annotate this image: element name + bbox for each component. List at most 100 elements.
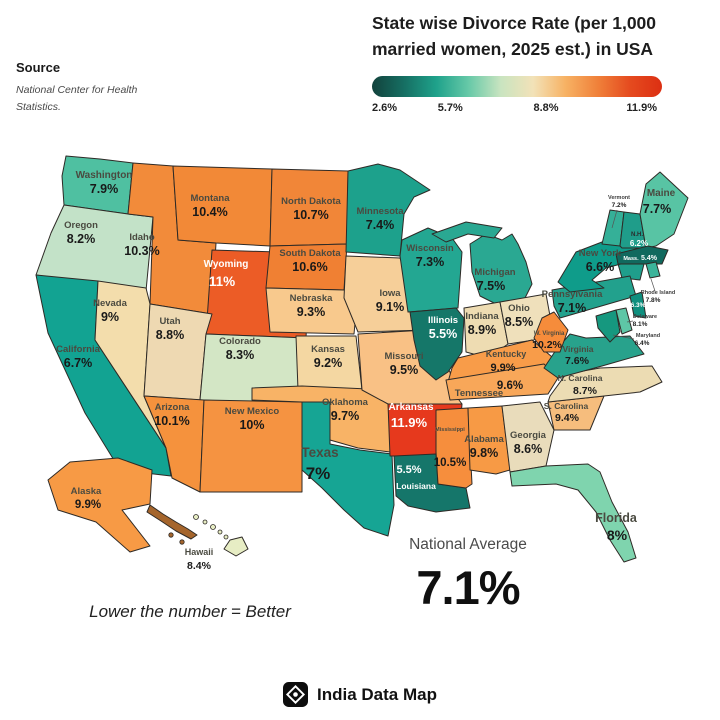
national-average-label: National Average bbox=[409, 536, 527, 553]
state-name-VA: Virginia bbox=[562, 344, 593, 354]
state-name-ID: Idaho bbox=[129, 232, 155, 243]
state-value-AL: 9.8% bbox=[470, 446, 499, 460]
state-name-AR: Arkansas bbox=[388, 402, 433, 413]
state-shape-NM bbox=[199, 399, 303, 493]
state-value-MS: 10.5% bbox=[434, 457, 467, 469]
state-value-UT: 8.8% bbox=[156, 328, 185, 342]
state-name-VT: Vermont bbox=[608, 195, 630, 201]
state-name-AZ: Arizona bbox=[155, 402, 191, 413]
brand-name: India Data Map bbox=[317, 684, 437, 704]
state-name-MI: Michigan bbox=[474, 267, 515, 278]
color-scale-ticks: 2.6% 5.7% 8.8% 11.9% bbox=[372, 102, 662, 118]
state-value-IA: 9.1% bbox=[376, 300, 405, 314]
state-name-WY: Wyoming bbox=[204, 259, 249, 270]
state-name-DE: Delaware bbox=[633, 314, 657, 320]
state-shape-MT bbox=[172, 165, 273, 247]
state-value-SC: 9.4% bbox=[555, 412, 580, 424]
state-value-MI: 7.5% bbox=[477, 279, 506, 293]
state-shape-VA bbox=[543, 333, 645, 379]
state-name-IA: Iowa bbox=[379, 288, 401, 299]
state-value-WY: 11% bbox=[209, 274, 235, 289]
state-shape-HI bbox=[210, 524, 216, 530]
label-pointer-RI bbox=[650, 278, 656, 292]
state-value-DE: 8.1% bbox=[633, 321, 648, 328]
state-value-OK: 9.7% bbox=[331, 409, 360, 423]
source-line2: Statistics. bbox=[16, 101, 61, 114]
source-text: National Center for Health Statistics. bbox=[16, 82, 137, 117]
state-name-NH: N.H. bbox=[631, 232, 643, 238]
state-name-NC: N. Carolina bbox=[558, 373, 603, 383]
state-name-WA: Washington bbox=[76, 170, 133, 181]
aleutian-islands-shape bbox=[168, 532, 174, 538]
state-value-NC: 8.7% bbox=[573, 385, 598, 397]
state-value-KS: 9.2% bbox=[314, 356, 343, 370]
state-shape-MD bbox=[595, 309, 621, 343]
state-name-NY: New York bbox=[579, 248, 622, 259]
state-value-VA: 7.6% bbox=[565, 355, 590, 367]
state-name-TX: Texas bbox=[301, 445, 338, 460]
state-name-MS: Mississippi bbox=[435, 427, 465, 433]
footnote: Lower the number = Better bbox=[89, 602, 291, 621]
state-value-CA: 6.7% bbox=[64, 356, 93, 370]
state-name-PA: Pennsylvania bbox=[542, 289, 603, 300]
national-average: National Average 7.1% bbox=[368, 536, 568, 615]
label-pointer-DE bbox=[626, 320, 634, 323]
state-value-AZ: 10.1% bbox=[154, 414, 189, 428]
state-shape-TX bbox=[301, 401, 395, 537]
source-heading: Source bbox=[16, 60, 61, 75]
state-value-NJ: 6.3% bbox=[631, 302, 646, 309]
state-shape-MI bbox=[469, 233, 533, 305]
label-pointer-VT bbox=[611, 209, 618, 229]
state-name-MO: Missouri bbox=[384, 351, 423, 362]
state-value-FL: 8% bbox=[607, 527, 628, 543]
state-value-TX: 7% bbox=[306, 464, 331, 483]
state-shape-AZ bbox=[143, 395, 205, 493]
state-value-CO: 8.3% bbox=[226, 348, 255, 362]
state-name-ND: North Dakota bbox=[281, 196, 341, 207]
state-shape-NJ bbox=[629, 291, 647, 319]
state-shape-NH bbox=[619, 211, 647, 249]
state-shape-MN bbox=[345, 163, 431, 257]
state-name-SD: South Dakota bbox=[279, 248, 341, 259]
page-title: State wise Divorce Rate (per 1,000 marri… bbox=[372, 10, 672, 62]
state-name-OR: Oregon bbox=[64, 220, 98, 231]
state-name-CO: Colorado bbox=[219, 336, 261, 347]
state-value-MO: 9.5% bbox=[390, 363, 419, 377]
state-value-PA: 7.1% bbox=[558, 301, 587, 315]
title-line1: State wise Divorce Rate (per 1,000 bbox=[372, 13, 657, 33]
state-shape-MI bbox=[431, 221, 503, 243]
state-value-NV: 9% bbox=[101, 310, 119, 324]
state-name-AK: Alaska bbox=[71, 486, 102, 497]
state-name-NV: Nevada bbox=[93, 298, 128, 309]
state-shape-HI bbox=[223, 534, 229, 540]
state-shape-TN bbox=[445, 363, 559, 401]
state-value-VT: 7.2% bbox=[612, 202, 627, 209]
state-name-LA: Louisiana bbox=[396, 481, 436, 491]
state-value-NM: 10% bbox=[239, 418, 264, 432]
state-value-GA: 8.6% bbox=[514, 442, 543, 456]
state-shape-WI bbox=[399, 227, 463, 313]
state-name-GA: Georgia bbox=[510, 430, 547, 441]
state-value-ND: 10.7% bbox=[293, 208, 328, 222]
compass-diamond-icon bbox=[283, 682, 309, 707]
state-name-RI: Rhode Island bbox=[641, 290, 676, 296]
state-name-WI: Wisconsin bbox=[406, 243, 454, 254]
state-name-MA: Mass. bbox=[623, 256, 639, 262]
state-value-MA: 5.4% bbox=[641, 255, 658, 262]
state-shape-AK bbox=[47, 457, 153, 553]
state-value-MT: 10.4% bbox=[192, 205, 227, 219]
state-value-TN: 9.6% bbox=[497, 380, 523, 392]
state-name-NM: New Mexico bbox=[225, 406, 280, 417]
title-line2: married women, 2025 est.) in USA bbox=[372, 39, 654, 59]
aleutian-islands-shape bbox=[179, 539, 185, 545]
state-value-WA: 7.9% bbox=[90, 182, 119, 196]
label-pointer-MD bbox=[612, 334, 635, 340]
state-name-OH: Ohio bbox=[508, 303, 530, 314]
state-shape-IL bbox=[409, 307, 465, 381]
state-value-HI: 8.4% bbox=[187, 560, 212, 572]
state-value-OH: 8.5% bbox=[505, 315, 534, 329]
state-shape-FL bbox=[509, 463, 637, 563]
state-value-MD: 6.4% bbox=[635, 340, 650, 347]
